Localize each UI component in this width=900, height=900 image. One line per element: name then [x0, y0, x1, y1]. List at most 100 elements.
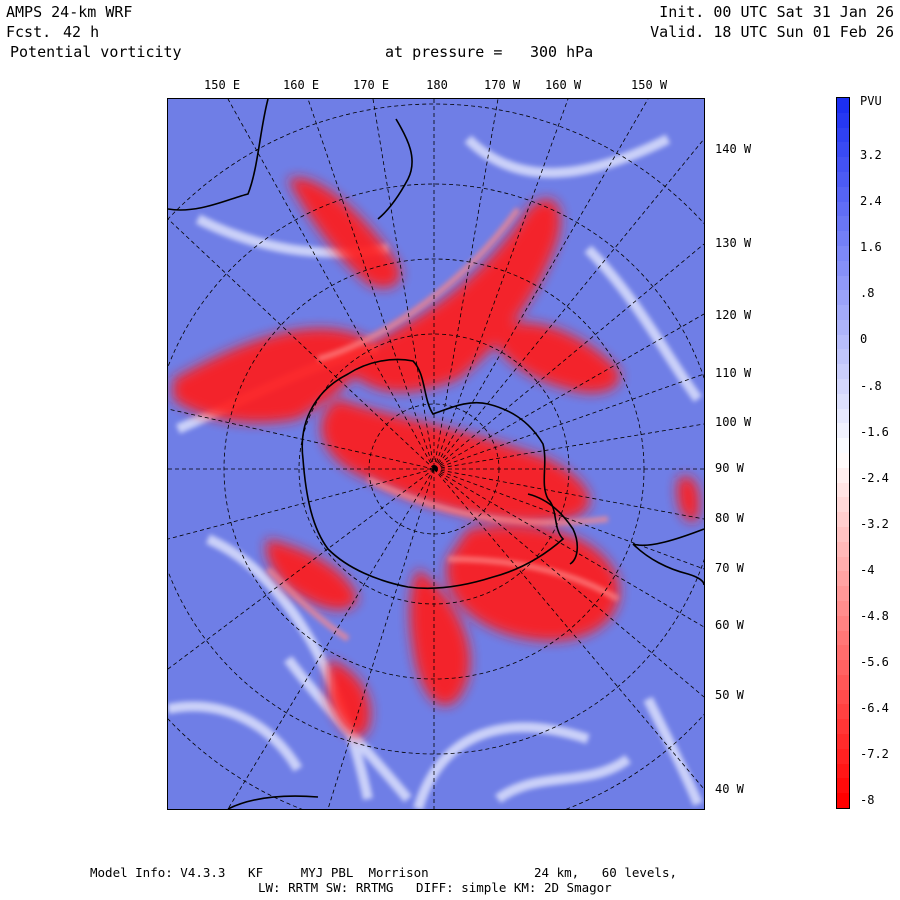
coastlines: [168, 99, 704, 809]
colorbar-segment: [837, 393, 849, 410]
colorbar-segment: [837, 748, 849, 765]
colorbar-segment: [837, 526, 849, 543]
colorbar-segment: [837, 512, 849, 528]
forecast-label: Fcst.: [6, 23, 52, 41]
top-longitude-label: 160 W: [545, 78, 582, 92]
colorbar-segment: [837, 408, 849, 424]
colorbar-segment: [837, 615, 849, 631]
colorbar-segment: [837, 438, 849, 454]
colorbar-tick-label: -4.8: [860, 609, 889, 623]
top-longitude-label: 150 W: [631, 78, 668, 92]
top-longitude-label: 150 E: [204, 78, 241, 92]
antarctica-coast: [301, 358, 565, 590]
colorbar-segment: [837, 778, 849, 794]
colorbar-tick-label: -4: [860, 562, 875, 577]
colorbar-tick-label: -1.6: [860, 424, 889, 439]
right-longitude-label: 100 W: [715, 415, 752, 429]
init-time: Init. 00 UTC Sat 31 Jan 26: [659, 3, 894, 21]
right-longitude-label: 110 W: [715, 366, 752, 380]
colorbar-segment: [837, 364, 849, 380]
colorbar-segment: [837, 763, 849, 779]
colorbar-tick-label: -5.6: [860, 655, 889, 670]
right-longitude-label: 40 W: [715, 782, 744, 796]
colorbar-segment: [837, 600, 849, 617]
colorbar-tick-label: 0: [860, 332, 868, 347]
colorbar-segment: [837, 660, 849, 676]
colorbar-tick-label: 3.2: [860, 148, 882, 162]
colorbar-segment: [837, 260, 849, 276]
colorbar-tick-label: .8: [860, 286, 875, 301]
colorbar-segment: [837, 127, 849, 143]
colorbar-segment: [837, 142, 849, 158]
colorbar-segment: [837, 556, 849, 572]
right-longitude-label: 120 W: [715, 308, 752, 322]
colorbar-segment: [837, 319, 849, 336]
colorbar-tick-label: -3.2: [860, 516, 889, 531]
colorbar-segment: [837, 186, 849, 203]
colorbar-segment: [837, 704, 849, 720]
colorbar-tick-label: -6.4: [860, 701, 889, 716]
colorbar: [836, 97, 850, 809]
colorbar-segment: [837, 334, 849, 350]
colorbar-segment: [837, 719, 849, 735]
colorbar-tick-label: -7.2: [860, 747, 889, 762]
colorbar-segment: [837, 379, 849, 395]
colorbar-segment: [837, 674, 849, 691]
colorbar-tick-label: -2.4: [860, 470, 889, 485]
pressure-label: at pressure =: [385, 43, 503, 61]
colorbar-segment: [837, 305, 849, 321]
colorbar-segment: [837, 482, 849, 498]
new-zealand: [377, 118, 413, 220]
right-longitude-label: 140 W: [715, 142, 752, 156]
right-longitude-label: 60 W: [715, 618, 744, 632]
right-longitude-label: 70 W: [715, 561, 744, 575]
colorbar-segment: [837, 216, 849, 232]
right-longitude-label: 130 W: [715, 236, 752, 250]
model-info-line2: LW: RRTM SW: RRTMG DIFF: simple KM: 2D S…: [258, 880, 612, 895]
colorbar-segment: [837, 734, 849, 750]
colorbar-segment: [837, 630, 849, 646]
colorbar-segment: [837, 423, 849, 439]
colorbar-tick-label: -.8: [860, 378, 882, 393]
top-longitude-label: 160 E: [283, 78, 320, 92]
colorbar-segment: [837, 157, 849, 173]
colorbar-segment: [837, 541, 849, 558]
colorbar-segment: [837, 689, 849, 705]
graticule: [168, 99, 704, 809]
red-pv-regions: [173, 177, 700, 738]
right-longitude-label: 50 W: [715, 688, 744, 702]
colorbar-segment: [837, 112, 849, 129]
colorbar-segment: [837, 201, 849, 217]
colorbar-segment: [837, 231, 849, 247]
colorbar-segment: [837, 453, 849, 469]
colorbar-segment: [837, 645, 849, 661]
field-name: Potential vorticity: [10, 43, 182, 61]
colorbar-segment: [837, 349, 849, 365]
colorbar-tick-label: 1.6: [860, 240, 882, 255]
colorbar-segment: [837, 586, 849, 602]
colorbar-segment: [837, 171, 849, 188]
top-longitude-label: 170 E: [353, 78, 390, 92]
model-title: AMPS 24-km WRF: [6, 3, 133, 21]
valid-time: Valid. 18 UTC Sun 01 Feb 26: [650, 23, 894, 41]
bottom-landmass: [227, 795, 319, 809]
top-longitude-label: 180: [426, 78, 448, 92]
australia: [168, 99, 269, 211]
antarctic-peninsula: [527, 493, 579, 565]
colorbar-tick-label: 2.4: [860, 194, 882, 209]
pink-fringes: [265, 207, 620, 642]
colorbar-segment: [837, 497, 849, 513]
forecast-value: 42 h: [63, 23, 100, 41]
colorbar-segment: [837, 793, 849, 809]
colorbar-tick-label: -8: [860, 793, 875, 808]
right-longitude-label: 80 W: [715, 511, 744, 525]
colorbar-segment: [837, 467, 849, 484]
right-longitude-label: 90 W: [715, 461, 744, 475]
colorbar-segment: [837, 245, 849, 262]
colorbar-segment: [837, 98, 849, 114]
colorbar-units: PVU: [860, 94, 882, 108]
map-panel: [167, 98, 705, 810]
colorbar-segment: [837, 571, 849, 587]
model-info-line1: Model Info: V4.3.3 KF MYJ PBL Morrison 2…: [90, 865, 677, 880]
south-america-tip: [632, 528, 704, 586]
